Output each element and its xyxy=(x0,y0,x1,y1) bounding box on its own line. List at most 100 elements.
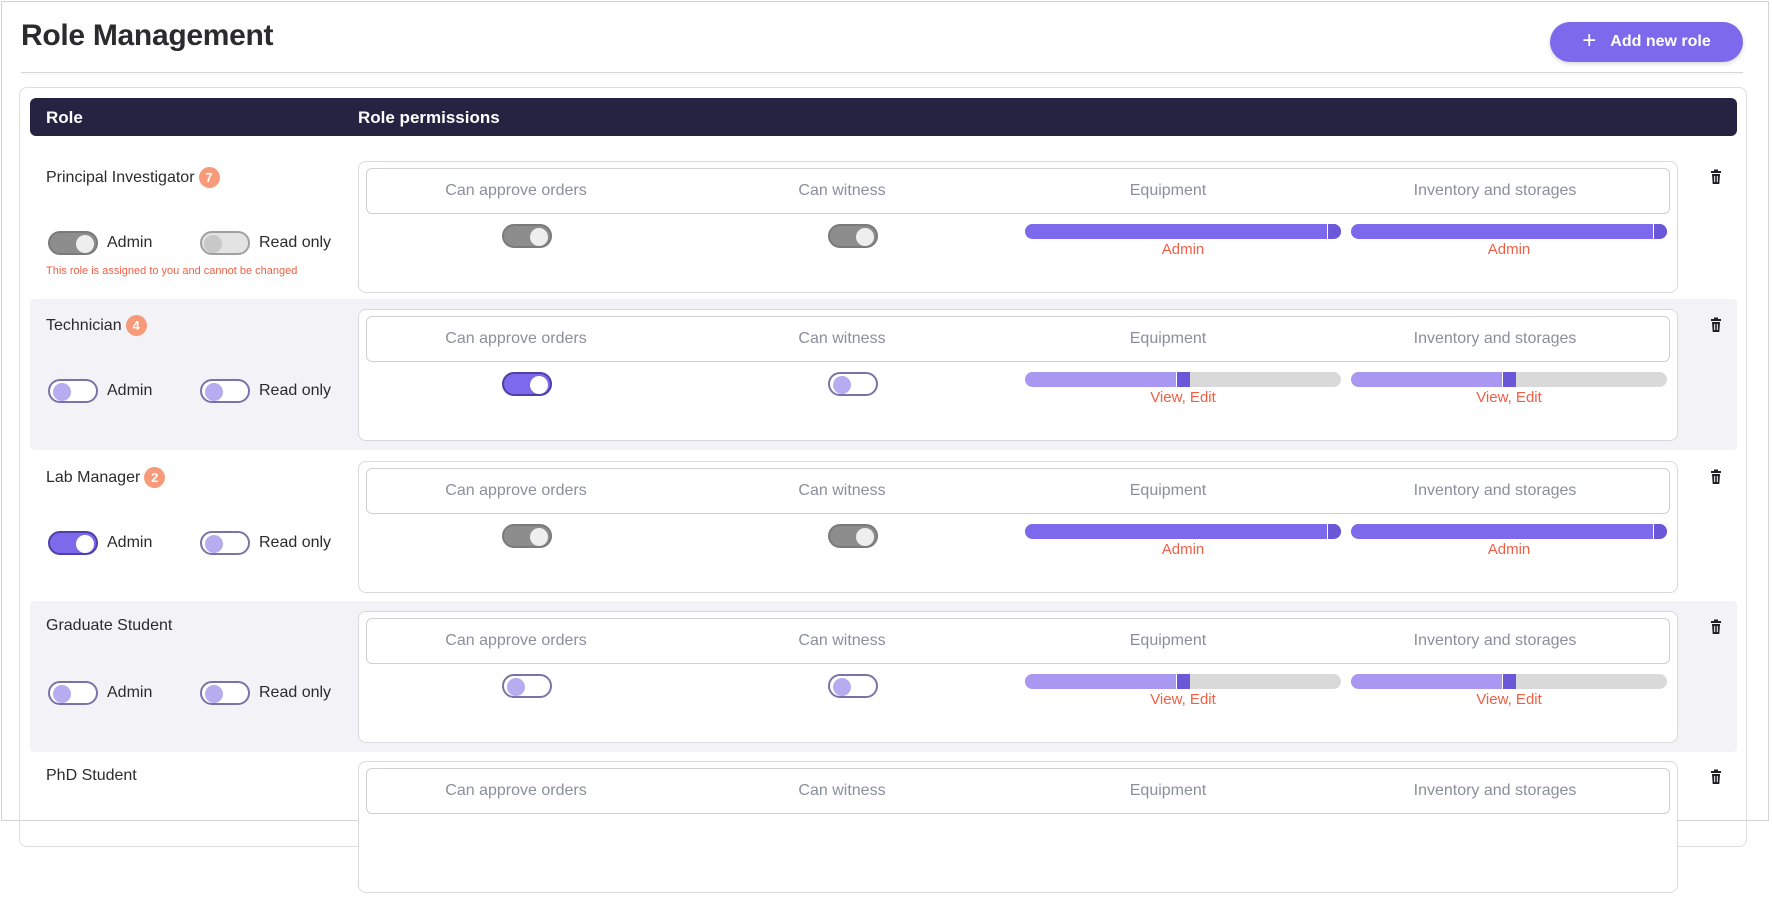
admin-toggle[interactable] xyxy=(48,379,98,403)
permissions-panel: Can approve orders Can witness Equipment In… xyxy=(358,611,1678,743)
inventory-access-slider-thumb[interactable] xyxy=(1502,372,1516,387)
can-witness-toggle-knob xyxy=(856,528,874,546)
perm-col-inventory-and-storages: Inventory and storages xyxy=(1413,782,1577,799)
can-witness-toggle[interactable] xyxy=(828,524,878,548)
readonly-toggle-label: Read only xyxy=(259,684,332,701)
readonly-toggle[interactable] xyxy=(200,531,250,555)
perm-col-can-witness: Can witness xyxy=(798,482,886,499)
permissions-header: Can approve orders Can witness Equipment In… xyxy=(366,618,1670,664)
permissions-panel: Can approve orders Can witness Equipment In… xyxy=(358,309,1678,441)
role-name: Lab Manager 2 xyxy=(46,467,166,488)
permissions-header: Can approve orders Can witness Equipment In… xyxy=(366,768,1670,814)
can-witness-wrap xyxy=(828,674,878,698)
equipment-access-slider[interactable] xyxy=(1025,524,1341,539)
can-approve-orders-toggle-knob xyxy=(530,228,548,246)
admin-toggle-group: Admin xyxy=(48,379,152,403)
role-name-label: Graduate Student xyxy=(46,617,173,634)
equipment-access-slider-fill xyxy=(1025,224,1341,239)
trash-icon[interactable] xyxy=(1708,619,1724,635)
perm-col-can-witness: Can witness xyxy=(798,182,886,199)
readonly-toggle[interactable] xyxy=(200,681,250,705)
admin-toggle-group: Admin xyxy=(48,681,152,705)
can-approve-orders-wrap xyxy=(502,224,552,248)
can-approve-orders-toggle-knob xyxy=(507,678,525,696)
readonly-toggle-knob xyxy=(204,235,222,253)
page-title: Role Management xyxy=(21,19,274,52)
can-approve-orders-toggle-knob xyxy=(530,376,548,394)
roles-table-header: Role Role permissions xyxy=(30,98,1737,136)
equipment-access-slider-thumb[interactable] xyxy=(1327,524,1341,539)
role-name: Graduate Student xyxy=(46,617,172,635)
inventory-access-slider-thumb[interactable] xyxy=(1502,674,1516,689)
role-name-label: Technician xyxy=(46,316,122,334)
admin-toggle[interactable] xyxy=(48,531,98,555)
can-witness-wrap xyxy=(828,224,878,248)
equipment-access-slider-thumb[interactable] xyxy=(1327,224,1341,239)
perm-col-can-approve-orders: Can approve orders xyxy=(445,632,587,649)
readonly-toggle-group: Read only xyxy=(200,379,331,403)
member-count-badge: 7 xyxy=(198,167,220,188)
trash-icon[interactable] xyxy=(1708,469,1724,485)
inventory-access-label: Admin xyxy=(1487,241,1531,258)
role-name-label: PhD Student xyxy=(46,767,137,784)
readonly-toggle-label: Read only xyxy=(259,382,332,399)
perm-col-equipment: Equipment xyxy=(1129,632,1207,649)
inventory-access-slider[interactable] xyxy=(1351,674,1667,689)
can-approve-orders-toggle[interactable] xyxy=(502,224,552,248)
admin-toggle[interactable] xyxy=(48,231,98,255)
readonly-toggle[interactable] xyxy=(200,231,250,255)
permissions-panel: Can approve orders Can witness Equipment In… xyxy=(358,161,1678,293)
column-header-permissions: Role permissions xyxy=(358,108,500,127)
readonly-toggle-knob xyxy=(205,685,223,703)
perm-col-equipment: Equipment xyxy=(1129,182,1207,199)
can-witness-toggle[interactable] xyxy=(828,224,878,248)
can-approve-orders-toggle[interactable] xyxy=(502,372,552,396)
admin-toggle-label: Admin xyxy=(107,234,153,251)
trash-icon[interactable] xyxy=(1708,169,1724,185)
readonly-toggle[interactable] xyxy=(200,379,250,403)
equipment-access-slider[interactable] xyxy=(1025,372,1341,387)
admin-toggle-label: Admin xyxy=(107,684,153,701)
admin-toggle-knob xyxy=(76,235,94,253)
perm-col-can-approve-orders: Can approve orders xyxy=(445,482,587,499)
perm-col-equipment: Equipment xyxy=(1129,330,1207,347)
readonly-toggle-group: Read only xyxy=(200,231,331,255)
inventory-access-slider[interactable] xyxy=(1351,224,1667,239)
inventory-access-slider[interactable] xyxy=(1351,524,1667,539)
role-name-label: Lab Manager xyxy=(46,468,141,486)
admin-toggle[interactable] xyxy=(48,681,98,705)
equipment-access-label: View, Edit xyxy=(1150,691,1216,708)
trash-icon[interactable] xyxy=(1708,317,1724,333)
inventory-access-slider-fill xyxy=(1351,224,1667,239)
perm-col-equipment: Equipment xyxy=(1129,782,1207,799)
equipment-access-slider-thumb[interactable] xyxy=(1176,674,1190,689)
inventory-access-slider[interactable] xyxy=(1351,372,1667,387)
equipment-access-slider[interactable] xyxy=(1025,224,1341,239)
perm-col-can-approve-orders: Can approve orders xyxy=(445,782,587,799)
perm-col-inventory-and-storages: Inventory and storages xyxy=(1413,482,1577,499)
can-witness-toggle-knob xyxy=(856,228,874,246)
can-approve-orders-wrap xyxy=(502,524,552,548)
readonly-toggle-label: Read only xyxy=(259,534,332,551)
can-approve-orders-toggle-knob xyxy=(530,528,548,546)
can-witness-toggle[interactable] xyxy=(828,674,878,698)
equipment-access-slider[interactable] xyxy=(1025,674,1341,689)
inventory-access-slider-thumb[interactable] xyxy=(1653,224,1667,239)
admin-toggle-knob xyxy=(76,535,94,553)
role-name-label: Principal Investigator xyxy=(46,168,195,186)
equipment-access-slider-thumb[interactable] xyxy=(1176,372,1190,387)
perm-col-can-witness: Can witness xyxy=(798,632,886,649)
role-row: Principal Investigator 7 Admin Read only Thi… xyxy=(30,151,1737,302)
can-witness-wrap xyxy=(828,524,878,548)
inventory-access-slider-thumb[interactable] xyxy=(1653,524,1667,539)
can-approve-orders-toggle[interactable] xyxy=(502,524,552,548)
admin-toggle-label: Admin xyxy=(107,534,153,551)
permissions-header: Can approve orders Can witness Equipment In… xyxy=(366,468,1670,514)
readonly-toggle-group: Read only xyxy=(200,681,331,705)
can-approve-orders-toggle[interactable] xyxy=(502,674,552,698)
member-count-badge: 4 xyxy=(125,315,147,336)
trash-icon[interactable] xyxy=(1708,769,1724,785)
equipment-access-label: Admin xyxy=(1161,541,1205,558)
can-witness-toggle[interactable] xyxy=(828,372,878,396)
add-new-role-button[interactable]: + Add new role xyxy=(1550,22,1743,62)
